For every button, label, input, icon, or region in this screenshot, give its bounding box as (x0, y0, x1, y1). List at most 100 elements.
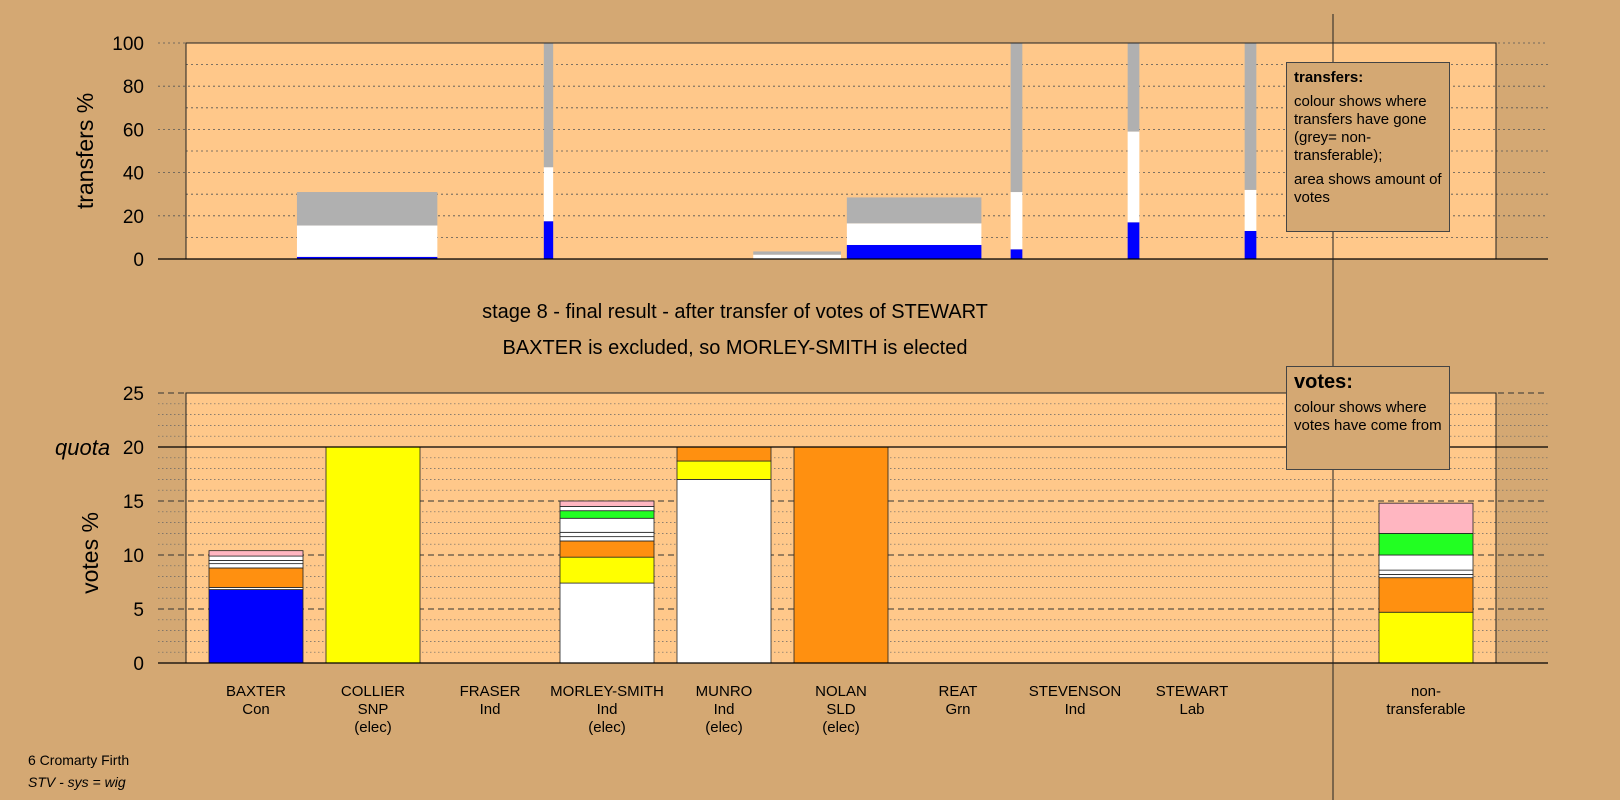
transfers-bar-segment (1244, 189, 1257, 231)
transfers-bar (846, 197, 982, 259)
votes-bar (1378, 502, 1474, 664)
transfers-bar-segment (543, 167, 554, 222)
transfers-legend: transfers: colour shows where transfers … (1286, 62, 1450, 232)
votes-bar-segment (676, 446, 772, 462)
votes-tick-label: 25 (123, 384, 144, 405)
candidate-status: (elec) (588, 719, 626, 736)
transfers-bar-segment (1244, 230, 1257, 259)
transfers-bar-segment (1010, 43, 1023, 193)
votes-bar-segment (1378, 577, 1474, 613)
candidate-labels: BAXTERConCOLLIERSNP(elec)FRASERIndMORLEY… (226, 683, 1466, 736)
votes-legend: votes: colour shows where votes have com… (1286, 366, 1450, 470)
votes-bar-segment (208, 567, 304, 588)
transfers-legend-line: colour shows where transfers have gone (… (1294, 93, 1427, 164)
candidate-party: Lab (1179, 701, 1204, 718)
transfers-tick-label: 60 (123, 120, 144, 141)
transfers-axis-label: transfers % (72, 93, 98, 209)
votes-bar (325, 446, 421, 664)
votes-bar-segment (1378, 569, 1474, 575)
votes-bar-segment (208, 550, 304, 557)
votes-bar (793, 446, 889, 664)
candidate-name: FRASER (460, 683, 521, 700)
votes-bar-segment (208, 563, 304, 569)
votes-bar-segment (559, 556, 655, 584)
candidate-name: BAXTER (226, 683, 286, 700)
quota-tick-label: 20 (123, 438, 144, 459)
votes-bar-segment (559, 500, 655, 507)
transfers-bar-segment (1127, 43, 1140, 132)
votes-tick-label: 10 (123, 546, 144, 567)
votes-bar-segment (559, 540, 655, 558)
votes-bar-segment (208, 555, 304, 561)
candidate-party: SNP (358, 701, 389, 718)
transfers-bar-segment (296, 192, 438, 226)
votes-bar (559, 500, 655, 664)
candidate-status: (elec) (705, 719, 743, 736)
candidate-party: transferable (1386, 701, 1465, 718)
votes-bar-segment (1378, 574, 1474, 579)
transfers-bar-segment (1010, 192, 1023, 250)
transfers-legend-line: area shows amount of votes (1294, 171, 1442, 206)
votes-bar-segment (325, 446, 421, 664)
transfers-bar (1127, 43, 1140, 259)
transfers-bar-segment (753, 251, 841, 255)
transfers-bar-segment (753, 254, 841, 259)
candidate-party: Ind (597, 701, 618, 718)
candidate-name: non- (1411, 683, 1441, 700)
votes-bar-segment (559, 517, 655, 533)
transfers-bar-segment (846, 244, 982, 259)
votes-tick-label: 15 (123, 492, 144, 513)
quota-label: quota (55, 435, 110, 460)
votes-bars (208, 446, 1474, 664)
transfers-bar-segment (296, 256, 438, 259)
transfers-bar-segment (846, 197, 982, 224)
transfers-bar-segment (1127, 131, 1140, 223)
candidate-party: Grn (945, 701, 970, 718)
stage-headline: stage 8 - final result - after transfer … (482, 301, 988, 323)
votes-bar (208, 550, 304, 664)
transfers-legend-title: transfers: (1294, 69, 1364, 86)
votes-bar-segment (559, 536, 655, 542)
transfers-bar-segment (1127, 222, 1140, 259)
votes-tick-label: 0 (133, 654, 144, 675)
transfers-tick-label: 80 (123, 77, 144, 98)
votes-bar-segment (1378, 533, 1474, 556)
candidate-party: Ind (1065, 701, 1086, 718)
candidate-name: NOLAN (815, 683, 867, 700)
candidate-name: COLLIER (341, 683, 405, 700)
transfers-bar (1244, 43, 1257, 259)
transfers-bar-segment (543, 221, 554, 259)
constituency-label: 6 Cromarty Firth (28, 752, 130, 768)
votes-bar (676, 446, 772, 664)
candidate-label: non-transferable (1386, 683, 1465, 718)
transfers-bar-segment (543, 43, 554, 168)
candidate-name: STEVENSON (1029, 683, 1122, 700)
votes-legend-line: colour shows where votes have come from (1294, 399, 1442, 434)
transfers-bar (753, 251, 841, 259)
votes-bar-segment (1378, 502, 1474, 534)
candidate-status: (elec) (354, 719, 392, 736)
candidate-party: Con (242, 701, 270, 718)
votes-bar-segment (559, 531, 655, 538)
result-headline: BAXTER is excluded, so MORLEY-SMITH is e… (503, 337, 968, 359)
votes-bar-segment (676, 460, 772, 480)
transfers-bar (296, 192, 438, 259)
candidate-name: MUNRO (696, 683, 753, 700)
transfers-bar-segment (1010, 249, 1023, 259)
candidate-party: SLD (826, 701, 855, 718)
votes-bar-segment (793, 446, 889, 664)
transfers-tick-label: 20 (123, 207, 144, 228)
system-label: STV - sys = wig (28, 774, 126, 790)
candidate-name: STEWART (1156, 683, 1229, 700)
transfers-bars (296, 43, 1257, 259)
